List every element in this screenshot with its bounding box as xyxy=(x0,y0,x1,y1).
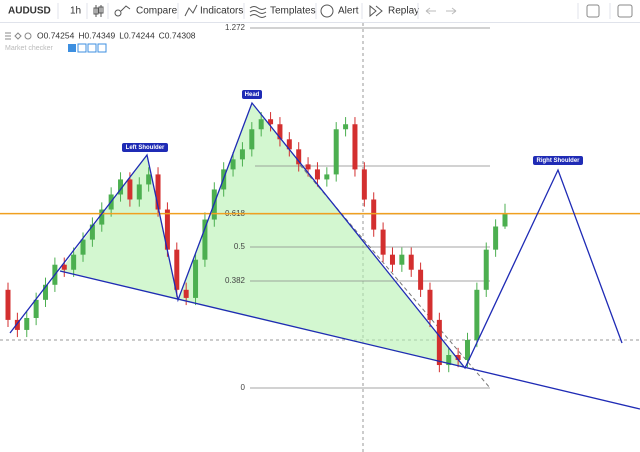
candle-body xyxy=(99,209,105,225)
candle-body xyxy=(493,226,499,250)
candle-body xyxy=(361,169,367,200)
candle-body xyxy=(14,319,20,330)
candle-body xyxy=(268,119,274,125)
candle-body xyxy=(333,129,339,175)
candle-body xyxy=(146,174,152,185)
compare-button[interactable]: Compare xyxy=(136,6,178,17)
toolbar xyxy=(0,0,640,22)
candle-body xyxy=(258,119,264,130)
layout-button[interactable] xyxy=(586,4,600,18)
candle-body xyxy=(399,254,405,265)
ohlc-value: O0.74254 xyxy=(37,30,75,40)
interval[interactable]: 1h xyxy=(70,6,81,17)
undo-icon[interactable] xyxy=(425,7,436,15)
candle-body xyxy=(371,199,377,230)
pattern-label: Right Shoulder xyxy=(533,156,583,165)
pattern-label: Left Shoulder xyxy=(122,143,168,152)
alert-button[interactable]: Alert xyxy=(338,6,359,17)
candle-body xyxy=(43,284,49,300)
candle-body xyxy=(343,124,349,130)
candle-body xyxy=(408,254,414,270)
candle-body xyxy=(446,355,452,366)
right-shoulder-label: Right Shoulder xyxy=(537,158,581,164)
candle-body xyxy=(314,169,320,180)
head-label: Head xyxy=(245,92,260,98)
ohlc-value: C0.74308 xyxy=(159,30,196,40)
indicators-icon[interactable] xyxy=(184,4,198,17)
candle-body xyxy=(155,174,161,210)
settings-button[interactable] xyxy=(617,4,633,18)
candle-body xyxy=(380,229,386,255)
ohlc-legend: O0.74254 H0.74349 L0.74244 C0.74308 xyxy=(37,30,196,40)
alert-icon[interactable] xyxy=(320,4,334,18)
candle-body xyxy=(296,149,302,165)
candle-body xyxy=(277,124,283,140)
candle-body xyxy=(230,159,236,170)
candle-body xyxy=(455,355,461,361)
candles-icon[interactable] xyxy=(93,5,104,17)
candle-body xyxy=(286,139,292,150)
candle-body xyxy=(436,319,442,366)
candle-body xyxy=(24,317,30,330)
replay-icon[interactable] xyxy=(369,4,383,18)
candle-body xyxy=(418,269,424,290)
ohlc-value: H0.74349 xyxy=(78,30,115,40)
candle-body xyxy=(389,254,395,265)
candle-body xyxy=(239,149,245,160)
fib-label: 0.382 xyxy=(225,276,246,285)
candle-body xyxy=(249,129,255,150)
candle-body xyxy=(474,289,480,340)
candle-body xyxy=(324,174,330,180)
candle-body xyxy=(502,213,508,227)
candle-body xyxy=(483,249,489,290)
candle-body xyxy=(202,219,208,260)
candle-body xyxy=(127,179,133,200)
candle-body xyxy=(80,239,86,255)
candle-body xyxy=(174,249,180,290)
compare-icon[interactable] xyxy=(114,5,131,17)
pattern-label: Head xyxy=(242,90,262,99)
head-area xyxy=(178,103,465,368)
indicators-button[interactable]: Indicators xyxy=(200,6,243,17)
templates-button[interactable]: Templates xyxy=(270,6,316,17)
candle-body xyxy=(464,339,470,361)
candle-body xyxy=(61,264,67,270)
templates-icon[interactable] xyxy=(249,6,267,18)
candle-body xyxy=(193,259,199,298)
candle-body xyxy=(33,299,39,318)
candle-body xyxy=(305,164,311,170)
ohlc-value: L0.74244 xyxy=(119,30,155,40)
head-and-shoulders xyxy=(9,101,640,410)
candle-body xyxy=(183,289,189,298)
candle-body xyxy=(118,179,124,195)
fib-label: 0.5 xyxy=(234,242,246,251)
legend-icons[interactable] xyxy=(5,32,32,40)
redo-icon[interactable] xyxy=(446,7,457,15)
fib-label: 1.272 xyxy=(225,23,246,32)
candle-body xyxy=(71,254,77,270)
candles xyxy=(0,112,640,373)
candle-body xyxy=(427,289,433,320)
indicator-name[interactable]: Market checker xyxy=(5,45,54,52)
left-shoulder-label: Left Shoulder xyxy=(126,145,165,151)
replay-button[interactable]: Replay xyxy=(388,6,419,17)
symbol[interactable]: AUDUSD xyxy=(8,6,51,17)
candle-body xyxy=(164,209,170,250)
indicator-icons[interactable] xyxy=(68,43,107,53)
candle-body xyxy=(5,289,11,320)
candle-body xyxy=(352,124,358,170)
fib-label: 0 xyxy=(241,383,246,392)
candle-body xyxy=(89,224,95,240)
candle-body xyxy=(136,184,142,200)
